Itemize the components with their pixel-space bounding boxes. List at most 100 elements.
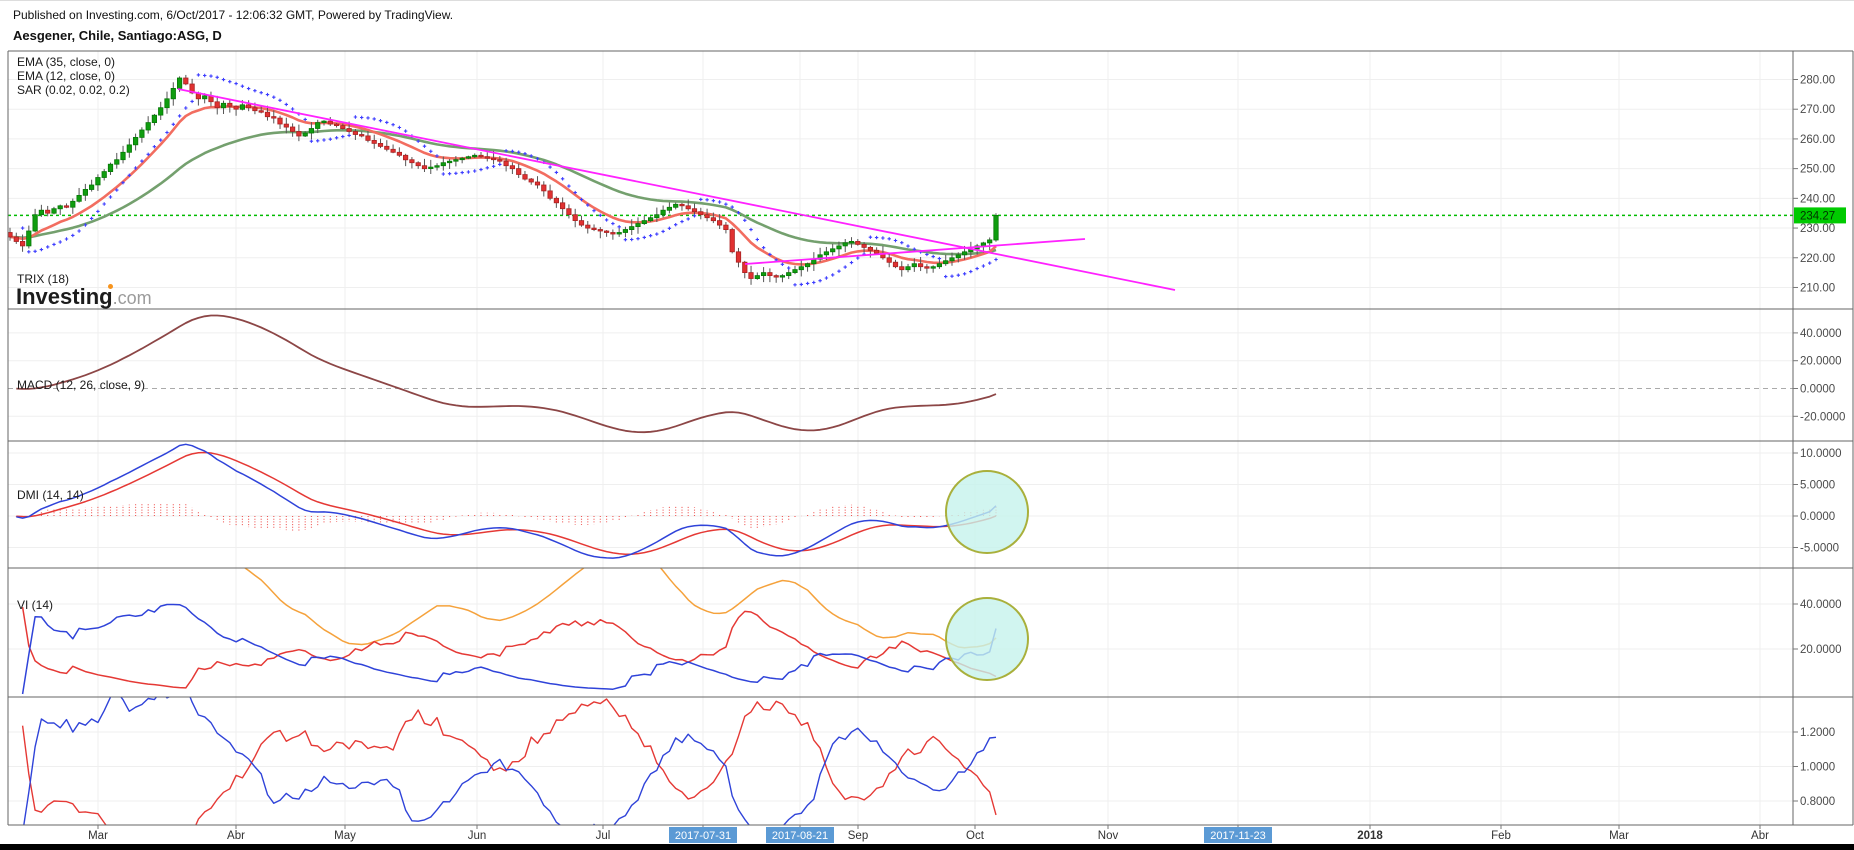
sar-dot [341, 134, 345, 139]
candle [283, 123, 289, 128]
axis-tick-label: -5.0000 [1800, 543, 1839, 555]
candle [867, 246, 874, 251]
sar-dot [121, 181, 125, 185]
dmi-panel-title: DMI (14, 14) [17, 488, 84, 502]
candle [616, 232, 622, 235]
candle [541, 184, 547, 192]
candle [440, 162, 446, 167]
panel-frame [0, 50, 1854, 850]
candle [183, 77, 189, 85]
vi-plus-line [23, 697, 997, 825]
candle [45, 209, 51, 214]
date-badge [1204, 827, 1272, 843]
candle [516, 168, 522, 175]
highlight-ellipse [945, 597, 1029, 681]
candle [886, 257, 892, 263]
sar-dot [272, 95, 276, 99]
sar-dot [554, 170, 559, 175]
candle [352, 131, 359, 135]
vi-minus-line [21, 698, 997, 825]
date-badge-label: 2017-07-31 [675, 830, 731, 842]
sar-dot [479, 167, 483, 172]
candle [509, 165, 516, 170]
candle [723, 224, 729, 231]
candle [666, 206, 673, 211]
sar-dot [240, 84, 245, 88]
candle [289, 126, 296, 132]
candle [654, 214, 660, 219]
candle [484, 156, 490, 159]
candle [321, 120, 327, 123]
sar-dot [435, 154, 439, 158]
sar-dot [881, 236, 885, 240]
candle [918, 263, 924, 268]
sar-dot [981, 264, 986, 268]
sar-dot [33, 249, 37, 253]
candle [936, 263, 943, 268]
sar-dot [831, 273, 835, 277]
sar-dot [988, 261, 992, 265]
time-label: Mar [88, 830, 108, 842]
axis-tick-label: 5.0000 [1800, 480, 1835, 492]
candle [679, 203, 685, 207]
candle [409, 159, 415, 164]
candle [710, 217, 717, 222]
candle [685, 205, 691, 210]
price-axis[interactable]: 280.00 270.00 260.00 250.00 240.00 230.00 220.… [1793, 75, 1846, 809]
sar-dot [730, 205, 734, 209]
candle [767, 272, 773, 277]
candle [691, 208, 698, 213]
sar-dot [422, 144, 427, 148]
candle [704, 214, 710, 219]
candle [126, 144, 132, 153]
main-panel-legend: EMA (35, close, 0) EMA (12, close, 0) SA… [17, 55, 130, 97]
candle [89, 184, 95, 190]
minus-di-line [21, 606, 997, 689]
candle [76, 194, 82, 202]
candle [478, 154, 484, 158]
candle [503, 160, 509, 167]
sar-dot [353, 115, 358, 119]
sar-dot [868, 235, 873, 239]
candle [8, 232, 13, 238]
candle [459, 157, 465, 161]
sar-dot [931, 254, 935, 259]
axis-tick-label: 10.0000 [1800, 448, 1842, 460]
candle [905, 266, 911, 271]
plus-di-line [21, 603, 997, 695]
candle [296, 131, 302, 137]
sar-dot [83, 223, 88, 227]
trendline [744, 238, 1086, 265]
candle [472, 154, 478, 158]
sar-dot [360, 115, 364, 120]
candle [528, 178, 534, 183]
candle [861, 243, 867, 248]
macd-line [16, 443, 997, 559]
sar-dot [736, 211, 741, 215]
sar-dot [667, 226, 672, 230]
sar-dot [234, 81, 238, 86]
candle [842, 242, 848, 247]
axis-tick-label: 20.0000 [1800, 356, 1842, 368]
trix-line [16, 314, 997, 434]
time-axis[interactable]: Mar Abr May Jun Jul 2017-07-31 2017-08-21 Sep Oc… [88, 825, 1769, 843]
sar-dot [793, 283, 797, 287]
sar-dot [140, 159, 144, 163]
sar-dot [429, 149, 433, 153]
highlight-ellipse [945, 470, 1029, 554]
candle [258, 110, 264, 113]
sar-dot [20, 226, 25, 230]
candle [848, 240, 855, 244]
candle [930, 266, 936, 269]
sar-dot [874, 235, 879, 240]
candle [453, 159, 459, 162]
sar-dot [598, 213, 602, 217]
candle [402, 154, 409, 161]
sar-dot [159, 138, 163, 142]
sar-dot [498, 162, 502, 167]
sar-dot [755, 237, 759, 242]
candle [302, 132, 308, 137]
candle [245, 104, 252, 109]
